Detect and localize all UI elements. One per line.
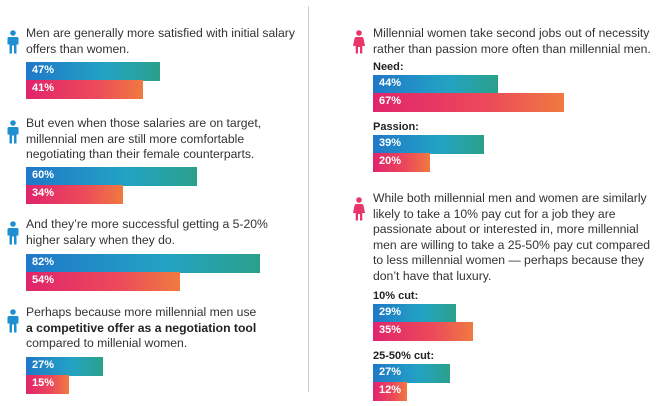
bar-male: 44% — [373, 75, 498, 94]
statement-line: Perhaps because more millennial men use — [26, 305, 257, 319]
sublabel-10-cut: 10% cut: — [373, 290, 419, 302]
bar-male: 27% — [373, 364, 450, 383]
male-person-icon — [7, 30, 19, 54]
bar-female: 41% — [26, 80, 143, 99]
male-person-icon — [7, 120, 19, 144]
bar-label: 27% — [32, 359, 55, 371]
bar-male: 29% — [373, 304, 456, 323]
bar-male: 27% — [26, 357, 103, 376]
statement-text: And they’re more successful getting a 5-… — [26, 217, 268, 247]
bar-label: 35% — [379, 324, 402, 336]
statement-text: But even when those salaries are on targ… — [26, 116, 262, 161]
bar-male: 60% — [26, 167, 197, 186]
column-divider — [308, 6, 309, 392]
bar-female: 12% — [373, 382, 407, 401]
sublabel-passion: Passion: — [373, 121, 419, 133]
bar-female: 15% — [26, 375, 69, 394]
statement-text: Perhaps because more millennial men use … — [26, 305, 304, 352]
bar-label: 47% — [32, 64, 55, 76]
bar-label: 82% — [32, 256, 55, 268]
bar-female: 67% — [373, 93, 564, 112]
bar-female: 20% — [373, 153, 430, 172]
statement-text: Millennial women take second jobs out of… — [373, 26, 651, 56]
male-person-icon — [7, 221, 19, 245]
bar-label: 41% — [32, 82, 55, 94]
bar-label: 29% — [379, 306, 402, 318]
bar-female: 54% — [26, 272, 180, 291]
bar-label: 67% — [379, 95, 402, 107]
bar-label: 34% — [32, 187, 55, 199]
bar-label: 39% — [379, 137, 402, 149]
bar-label: 27% — [379, 366, 402, 378]
female-person-icon — [353, 30, 365, 54]
bar-label: 12% — [379, 384, 402, 396]
bar-label: 20% — [379, 155, 402, 167]
sublabel-need: Need: — [373, 61, 404, 73]
bar-label: 44% — [379, 77, 402, 89]
bar-male: 82% — [26, 254, 260, 273]
sublabel-25-50-cut: 25-50% cut: — [373, 350, 435, 362]
bar-male: 47% — [26, 62, 160, 81]
statement-text: Men are generally more satisfied with in… — [26, 26, 295, 56]
bar-female: 35% — [373, 322, 473, 341]
male-person-icon — [7, 309, 19, 333]
bar-label: 60% — [32, 169, 55, 181]
statement-line: compared to millenial women. — [26, 336, 188, 350]
statement-highlight: a competitive offer as a negotiation too… — [26, 320, 257, 335]
bar-label: 54% — [32, 274, 55, 286]
bar-label: 15% — [32, 377, 55, 389]
female-person-icon — [353, 197, 365, 221]
statement-text: While both millennial men and women are … — [373, 191, 651, 283]
bar-female: 34% — [26, 185, 123, 204]
bar-male: 39% — [373, 135, 484, 154]
